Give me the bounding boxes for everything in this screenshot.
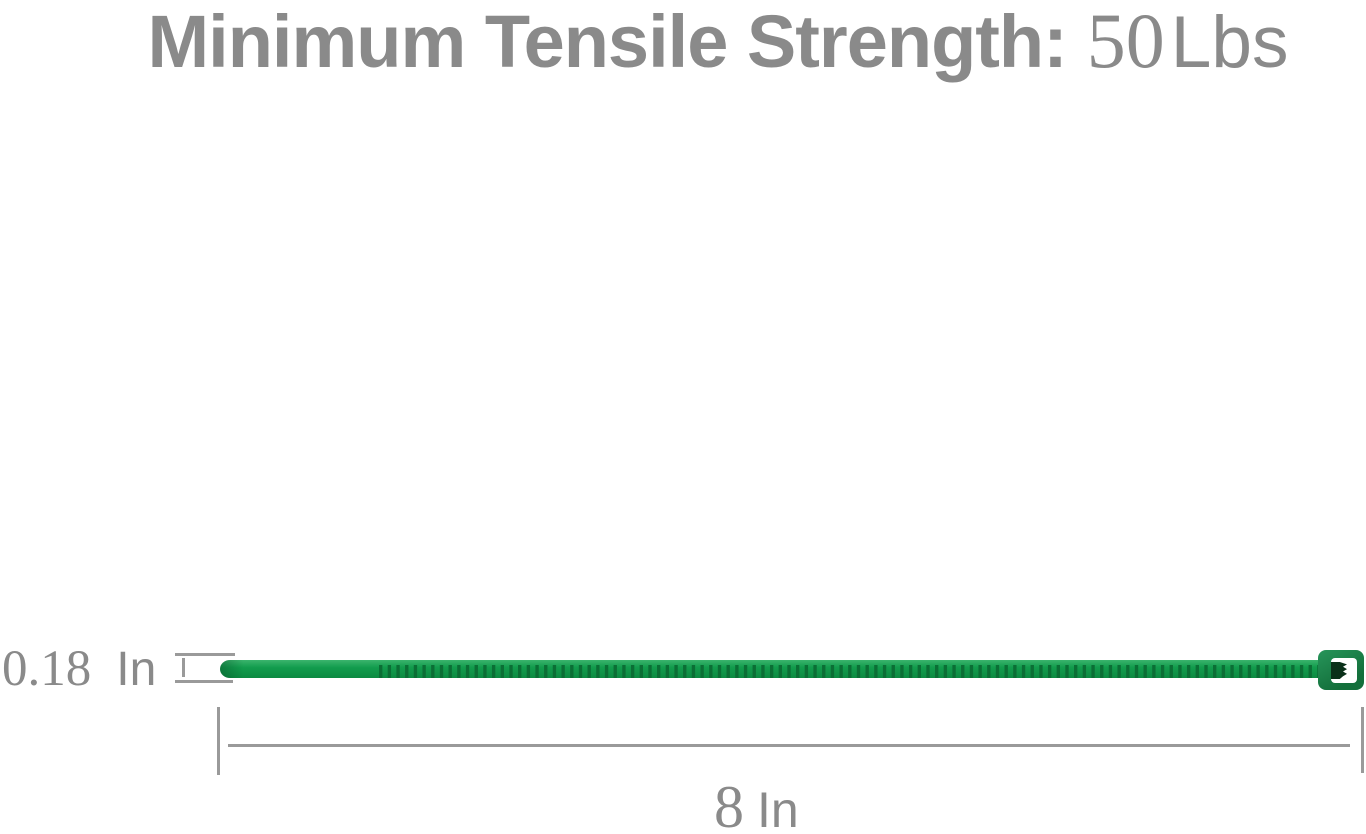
width-bracket-bottom-line bbox=[175, 680, 233, 683]
cable-tie-strap-smooth bbox=[264, 660, 381, 678]
width-dimension-label: 0.18 In bbox=[2, 644, 156, 695]
cable-tie-head-pawl bbox=[1331, 662, 1347, 679]
width-unit: In bbox=[116, 643, 157, 696]
length-dimension-label: 8 In bbox=[714, 774, 799, 834]
width-bracket-tick bbox=[182, 658, 185, 677]
length-tick-left bbox=[217, 707, 220, 775]
width-bracket-top-line bbox=[175, 653, 235, 656]
cable-tie-strap-serrated bbox=[379, 660, 1320, 678]
title-value-unit: Lbs bbox=[1170, 2, 1289, 83]
length-tick-right bbox=[1361, 707, 1364, 773]
length-unit: In bbox=[757, 782, 799, 834]
title-label: Minimum Tensile Strength: bbox=[147, 0, 1068, 83]
width-value: 0.18 bbox=[2, 641, 92, 697]
title-inner: Minimum Tensile Strength: 50 Lbs bbox=[148, 0, 1289, 84]
length-line bbox=[228, 744, 1350, 747]
title-value-number: 50 bbox=[1086, 0, 1165, 84]
length-value: 8 bbox=[714, 774, 744, 834]
cable-tie-tip bbox=[220, 660, 272, 678]
title: Minimum Tensile Strength: 50 Lbs bbox=[0, 0, 1366, 84]
